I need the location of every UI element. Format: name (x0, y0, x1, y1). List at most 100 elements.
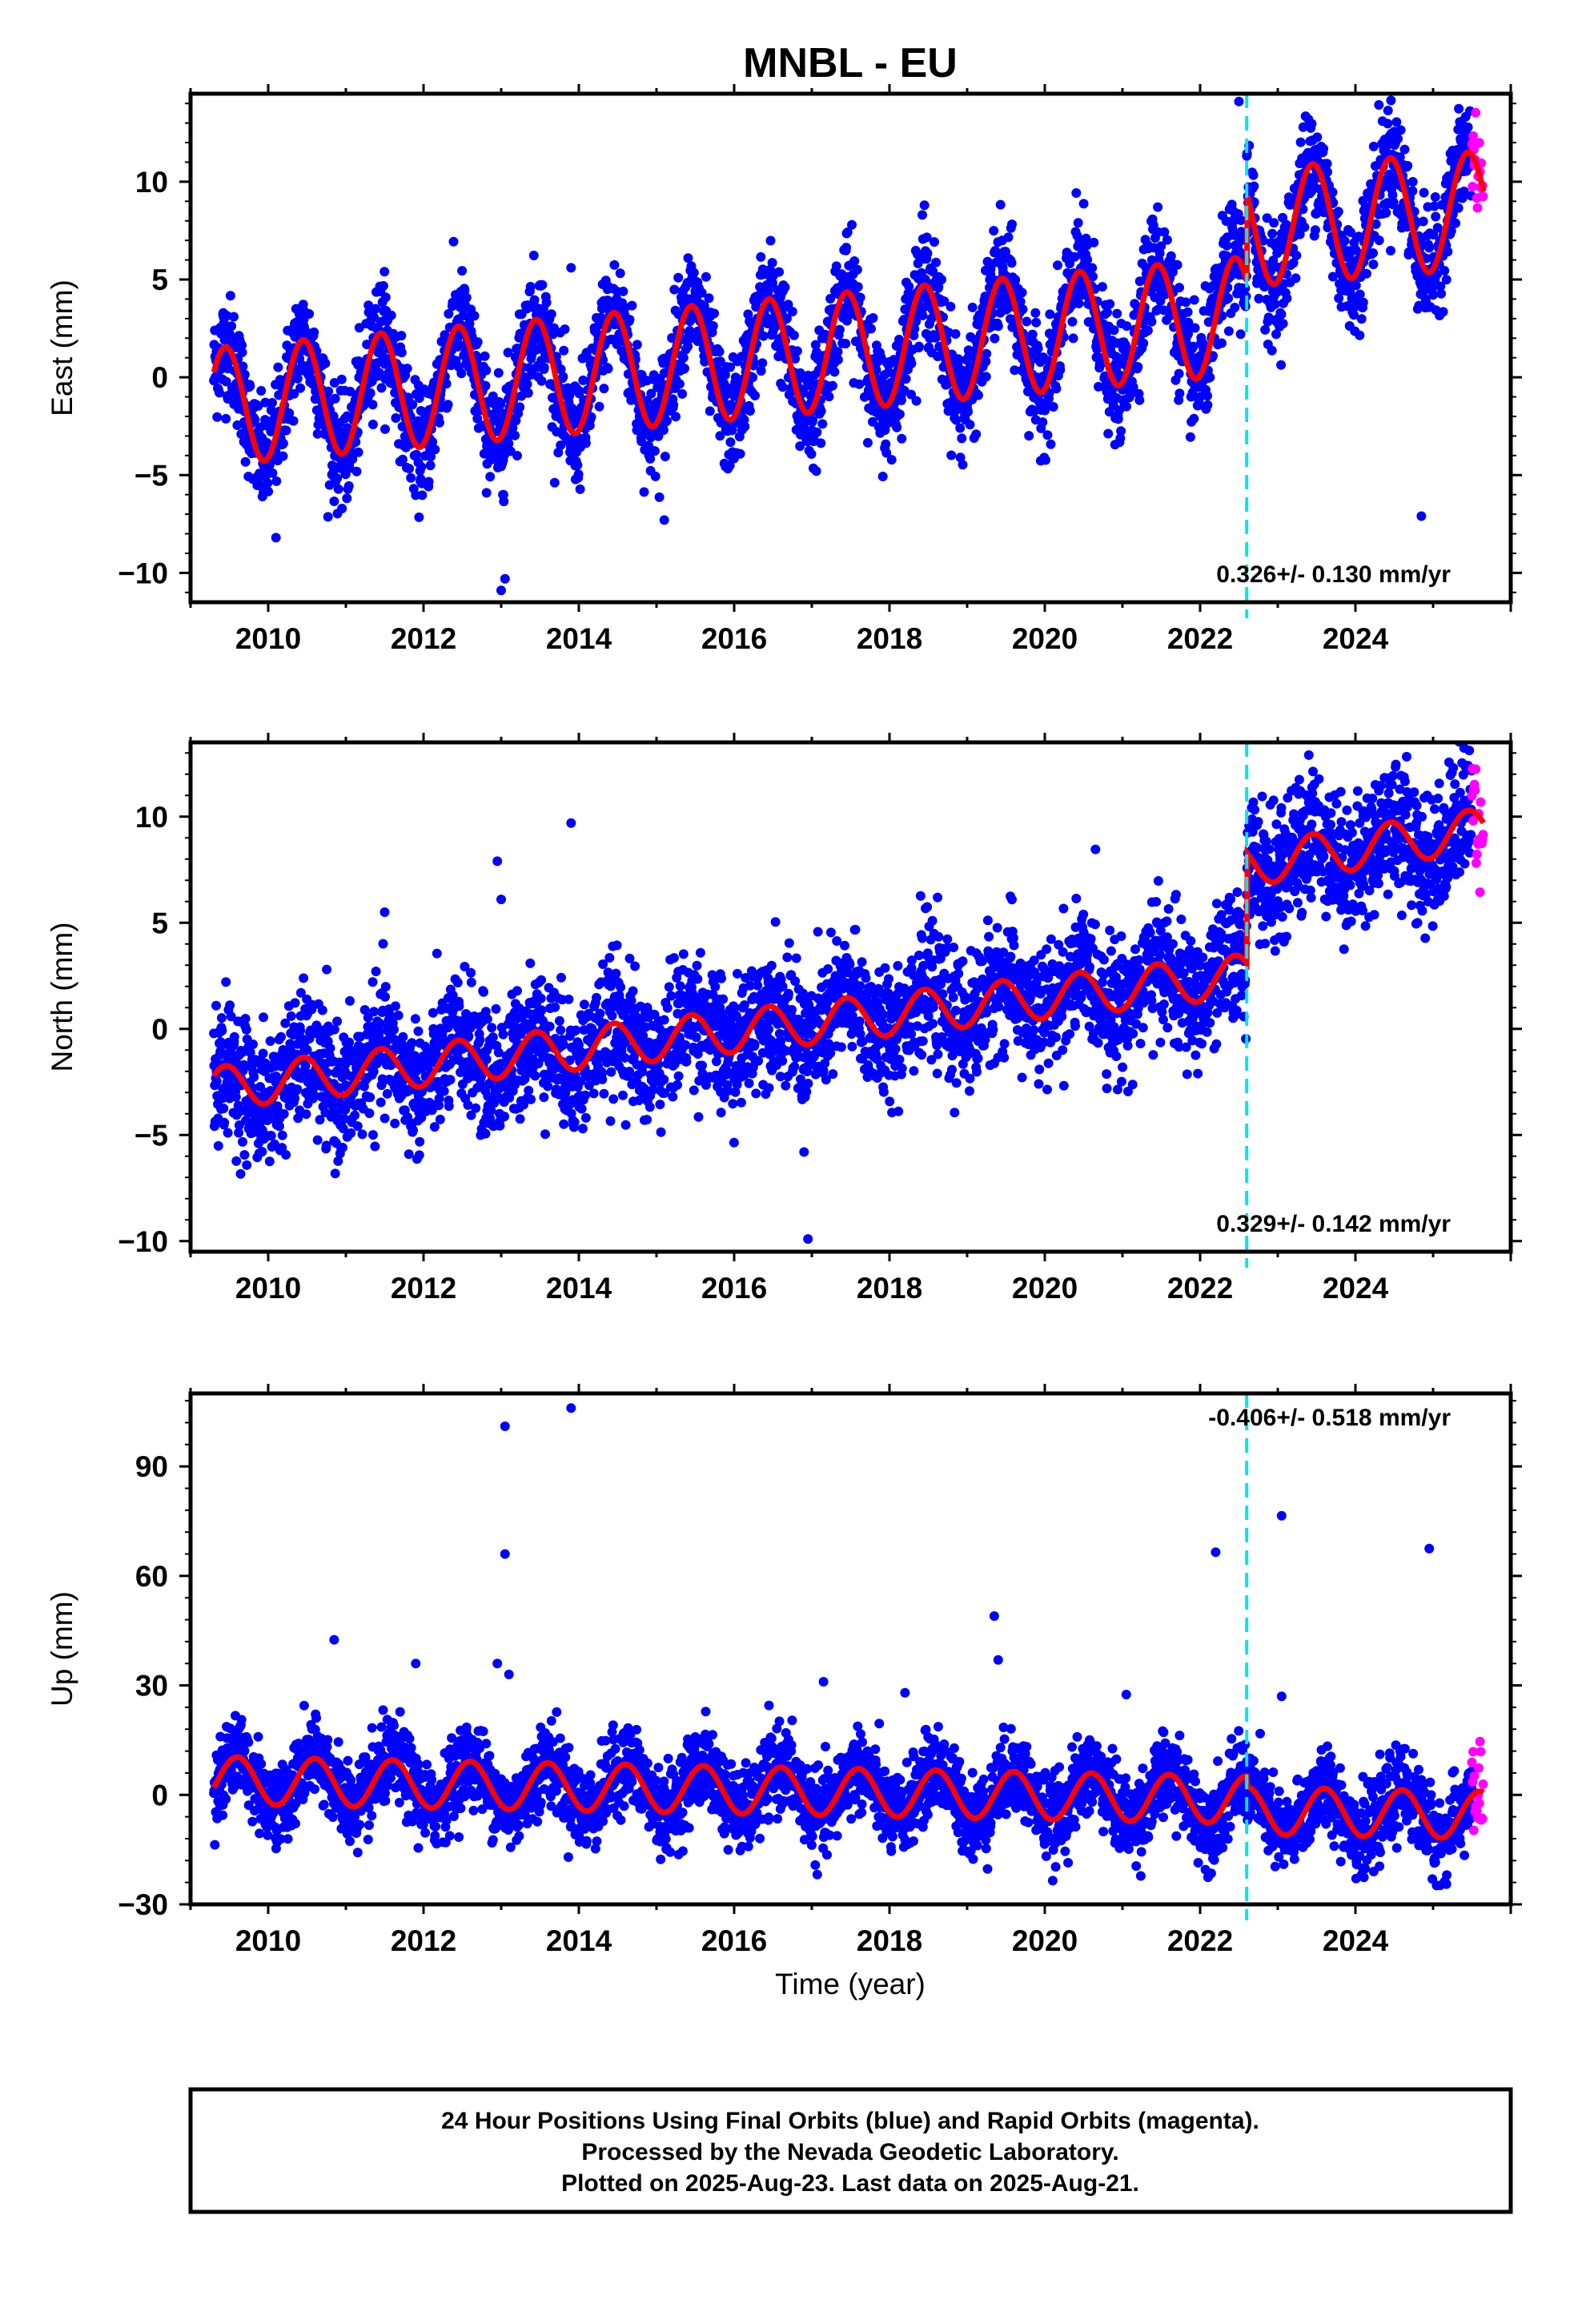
data-point (709, 308, 720, 319)
data-point (1138, 338, 1149, 348)
data-point (683, 341, 693, 352)
data-point (727, 425, 737, 436)
data-point (425, 460, 436, 471)
data-point (897, 433, 907, 444)
data-point (1089, 237, 1099, 247)
data-point (481, 488, 492, 498)
data-point (831, 261, 841, 271)
data-point (276, 1031, 286, 1042)
data-point (481, 365, 492, 376)
data-point (580, 438, 591, 448)
data-point (448, 236, 459, 247)
data-point (343, 480, 354, 491)
data-point (227, 321, 237, 332)
data-point (660, 452, 670, 461)
data-point (376, 383, 387, 393)
data-point (1358, 297, 1368, 308)
data-point (1267, 228, 1278, 239)
data-point (330, 393, 340, 404)
data-point (337, 504, 347, 513)
data-point (922, 248, 933, 259)
data-point (529, 295, 540, 305)
data-point (426, 452, 436, 462)
data-point (363, 300, 374, 311)
data-point (906, 358, 917, 368)
data-point (1310, 225, 1320, 235)
data-point (745, 406, 755, 416)
data-point (444, 308, 454, 319)
data-point (328, 411, 339, 421)
data-point (524, 1085, 534, 1096)
data-point (1015, 296, 1026, 307)
data-point (990, 333, 1000, 344)
data-point (225, 291, 235, 301)
data-point (312, 428, 323, 439)
data-point (808, 415, 818, 425)
data-point (1407, 186, 1418, 196)
data-point (1042, 430, 1053, 440)
data-point (789, 330, 799, 340)
data-point (479, 987, 488, 997)
data-point (881, 448, 892, 458)
data-point (841, 339, 851, 349)
data-point (241, 1024, 251, 1035)
data-point (572, 460, 583, 470)
data-point (237, 340, 247, 351)
data-point (338, 1143, 347, 1152)
data-point (1097, 282, 1107, 292)
data-point (414, 512, 424, 522)
data-point (525, 282, 536, 292)
data-point (816, 438, 826, 448)
data-point (1074, 299, 1084, 308)
data-point (559, 345, 569, 356)
data-point (231, 1092, 241, 1102)
data-point (512, 986, 522, 996)
data-point (267, 398, 277, 408)
data-point (1368, 259, 1379, 270)
data-point (1419, 187, 1429, 198)
data-point (639, 487, 649, 497)
data-point (435, 417, 444, 428)
data-point (777, 382, 788, 392)
data-point (680, 364, 689, 374)
data-point (1395, 125, 1406, 135)
data-point (715, 356, 725, 367)
data-point (1071, 188, 1082, 198)
data-point (1276, 360, 1287, 370)
data-point (414, 393, 424, 403)
data-point (1248, 170, 1259, 180)
data-point (1428, 290, 1438, 300)
data-point (886, 455, 897, 465)
rapid-point (1472, 203, 1483, 213)
data-point (740, 421, 750, 432)
data-point (758, 331, 769, 341)
data-point (250, 415, 260, 425)
data-point (452, 978, 463, 987)
data-point (1235, 329, 1246, 340)
data-point (829, 367, 840, 377)
data-point (488, 1032, 498, 1043)
data-point (951, 415, 962, 425)
data-point (396, 331, 407, 341)
data-point (1383, 119, 1393, 129)
data-point (866, 324, 876, 334)
data-point (1031, 317, 1042, 328)
data-point (430, 444, 440, 455)
data-point (546, 309, 556, 320)
data-point (428, 1007, 438, 1018)
data-point (265, 1036, 275, 1046)
data-point (380, 991, 390, 1002)
data-point (671, 412, 681, 422)
data-point (1122, 401, 1131, 412)
data-point (767, 258, 777, 268)
data-point (323, 512, 333, 522)
data-point (539, 362, 549, 372)
data-point (332, 1016, 343, 1027)
data-point (1068, 333, 1078, 344)
data-point (913, 341, 924, 352)
data-point (1454, 103, 1464, 114)
data-point (1048, 402, 1058, 412)
data-point (1368, 248, 1378, 258)
data-point (618, 286, 628, 296)
data-point (1010, 365, 1020, 376)
